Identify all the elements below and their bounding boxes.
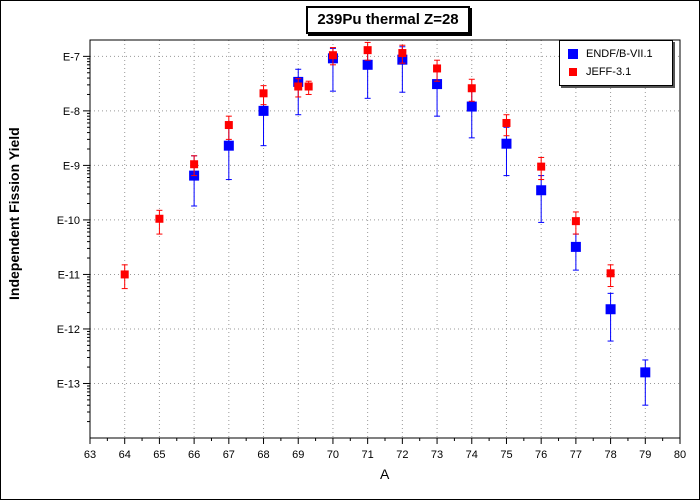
y-axis-label: Independent Fission Yield — [6, 127, 22, 300]
x-tick-label: 80 — [674, 449, 686, 461]
x-tick-label: 66 — [188, 449, 200, 461]
x-tick-label: 70 — [327, 449, 339, 461]
data-point — [433, 64, 442, 73]
data-point — [223, 140, 234, 151]
x-tick-label: 68 — [257, 449, 269, 461]
x-tick-label: 73 — [431, 449, 443, 461]
y-tick-label: E-13 — [57, 378, 80, 390]
x-tick-label: 64 — [119, 449, 131, 461]
x-tick-label: 78 — [604, 449, 616, 461]
data-point — [502, 118, 511, 127]
data-point — [294, 82, 303, 91]
x-tick-label: 63 — [84, 449, 96, 461]
data-point — [432, 79, 443, 90]
chart-grid — [90, 40, 680, 438]
data-point — [155, 214, 164, 223]
x-tick-label: 65 — [153, 449, 165, 461]
x-tick-label: 77 — [570, 449, 582, 461]
legend-label-jeff: JEFF-3.1 — [586, 66, 632, 79]
data-point — [537, 162, 546, 171]
x-tick-label: 79 — [639, 449, 651, 461]
data-point — [501, 138, 512, 149]
data-point — [398, 49, 407, 58]
plot-area-border — [89, 39, 681, 439]
data-point — [570, 241, 581, 252]
data-point — [328, 51, 337, 60]
x-tick-label: 72 — [396, 449, 408, 461]
x-tick-label: 75 — [500, 449, 512, 461]
y-tick-label: E-10 — [57, 215, 80, 227]
chart-legend: ENDF/B-VII.1 JEFF-3.1 — [559, 40, 673, 86]
x-tick-label: 67 — [223, 449, 235, 461]
x-tick-label: 71 — [362, 449, 374, 461]
legend-item-endf: ENDF/B-VII.1 — [568, 47, 653, 61]
data-point — [120, 270, 129, 279]
x-tick-label: 69 — [292, 449, 304, 461]
data-point — [362, 59, 373, 70]
x-axis: 63 64 65 66 67 68 69 70 71 72 73 74 75 76 77 78 79 80 — [84, 438, 686, 461]
y-tick-label: E-7 — [63, 51, 80, 63]
data-point — [536, 185, 547, 196]
data-point — [258, 105, 269, 116]
y-tick-label: E-9 — [63, 160, 80, 172]
x-tick-label: 76 — [535, 449, 547, 461]
data-point — [606, 269, 615, 278]
data-point — [605, 304, 616, 315]
series-jeff — [120, 41, 615, 290]
legend-swatch-endf-icon — [568, 49, 578, 60]
y-tick-label: E-8 — [63, 106, 80, 118]
data-point — [466, 101, 477, 112]
chart-series — [120, 41, 651, 406]
legend-item-jeff: JEFF-3.1 — [568, 65, 631, 79]
data-point — [571, 217, 580, 226]
data-point — [363, 46, 372, 55]
data-point — [640, 367, 651, 378]
y-axis: E-7 E-8 E-9 E-10 E-11 E-12 E-13 — [57, 51, 90, 423]
y-tick-label: E-11 — [58, 269, 80, 281]
data-point — [190, 160, 199, 169]
data-point — [467, 84, 476, 93]
legend-swatch-jeff-icon — [569, 68, 577, 77]
data-point — [224, 121, 233, 130]
chart-title: 239Pu thermal Z=28 — [306, 6, 470, 34]
series-endf — [189, 46, 651, 406]
x-axis-label: A — [380, 466, 390, 482]
x-tick-label: 74 — [466, 449, 478, 461]
legend-label-endf: ENDF/B-VII.1 — [586, 48, 653, 61]
data-point — [304, 82, 313, 91]
data-point — [259, 89, 268, 98]
y-tick-label: E-12 — [57, 324, 80, 336]
